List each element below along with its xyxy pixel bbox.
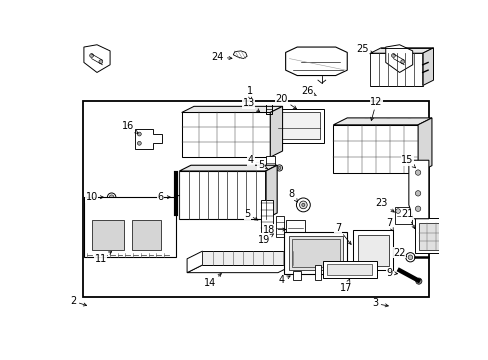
Polygon shape: [369, 48, 432, 53]
Text: 13: 13: [242, 98, 259, 112]
Polygon shape: [182, 106, 282, 112]
Bar: [261, 199, 272, 232]
Bar: [314, 265, 321, 280]
Polygon shape: [84, 45, 110, 72]
Bar: [357, 235, 388, 266]
Circle shape: [299, 201, 306, 209]
Text: 17: 17: [339, 279, 351, 293]
Text: 23: 23: [375, 198, 393, 212]
Text: 16: 16: [122, 121, 138, 134]
Bar: [326, 264, 371, 275]
Bar: [394, 207, 411, 224]
Polygon shape: [187, 251, 202, 273]
Bar: [84, 197, 176, 257]
Polygon shape: [408, 160, 428, 219]
Circle shape: [407, 255, 412, 260]
Circle shape: [296, 198, 310, 212]
Polygon shape: [202, 251, 293, 265]
Polygon shape: [233, 51, 246, 59]
Circle shape: [395, 209, 400, 213]
Circle shape: [137, 132, 141, 136]
Polygon shape: [333, 118, 431, 125]
Circle shape: [414, 170, 420, 175]
Bar: [322, 261, 376, 278]
Text: 15: 15: [400, 155, 415, 168]
Polygon shape: [417, 118, 431, 172]
Text: 20: 20: [275, 94, 296, 109]
Polygon shape: [187, 265, 293, 273]
Circle shape: [109, 195, 114, 199]
Circle shape: [89, 54, 93, 58]
Bar: [277, 112, 320, 139]
Circle shape: [276, 165, 282, 171]
Bar: [418, 222, 452, 249]
Circle shape: [414, 191, 420, 196]
Bar: [285, 220, 305, 234]
Text: 25: 25: [356, 44, 372, 54]
Text: 10: 10: [85, 192, 103, 202]
Text: 19: 19: [258, 234, 273, 245]
Polygon shape: [179, 165, 277, 171]
Polygon shape: [265, 165, 277, 219]
Bar: [353, 230, 393, 270]
Circle shape: [414, 206, 420, 211]
Polygon shape: [182, 112, 270, 157]
Bar: [83, 102, 428, 297]
Text: 12: 12: [369, 97, 382, 121]
Text: 4: 4: [247, 155, 262, 165]
Bar: [291, 239, 339, 267]
Text: 21: 21: [400, 209, 414, 229]
Bar: [265, 156, 274, 170]
Text: 24: 24: [211, 52, 231, 62]
Polygon shape: [285, 47, 346, 76]
Text: 9: 9: [386, 268, 397, 278]
Text: 7: 7: [385, 217, 392, 231]
Text: 6: 6: [158, 192, 170, 202]
Polygon shape: [333, 125, 417, 172]
Text: 5: 5: [257, 160, 267, 170]
Text: 3: 3: [371, 298, 387, 309]
Text: 11: 11: [95, 252, 111, 264]
Bar: [414, 218, 456, 253]
Text: 4: 4: [278, 275, 289, 285]
Polygon shape: [422, 48, 432, 86]
Polygon shape: [135, 130, 162, 149]
Circle shape: [400, 60, 404, 64]
Bar: [288, 236, 342, 270]
Bar: [274, 109, 324, 143]
Bar: [293, 271, 301, 280]
Bar: [91, 220, 123, 249]
Circle shape: [415, 278, 421, 284]
Circle shape: [107, 193, 116, 202]
Circle shape: [137, 141, 141, 145]
Bar: [276, 216, 284, 237]
Polygon shape: [179, 171, 265, 219]
Circle shape: [301, 203, 305, 206]
Text: 5: 5: [244, 209, 257, 220]
Bar: [131, 220, 161, 249]
Text: 7: 7: [334, 223, 350, 244]
Circle shape: [405, 253, 414, 262]
Text: 2: 2: [70, 296, 86, 306]
Circle shape: [99, 60, 102, 64]
Bar: [284, 232, 346, 274]
Text: 1: 1: [246, 86, 253, 100]
Text: 8: 8: [288, 189, 297, 202]
Polygon shape: [369, 53, 422, 86]
Text: 22: 22: [392, 248, 406, 258]
Polygon shape: [385, 45, 412, 72]
Text: 18: 18: [262, 225, 285, 235]
Text: 14: 14: [203, 274, 221, 288]
Circle shape: [277, 166, 281, 170]
Text: 26: 26: [301, 86, 316, 96]
Polygon shape: [270, 106, 282, 157]
Circle shape: [391, 54, 395, 58]
